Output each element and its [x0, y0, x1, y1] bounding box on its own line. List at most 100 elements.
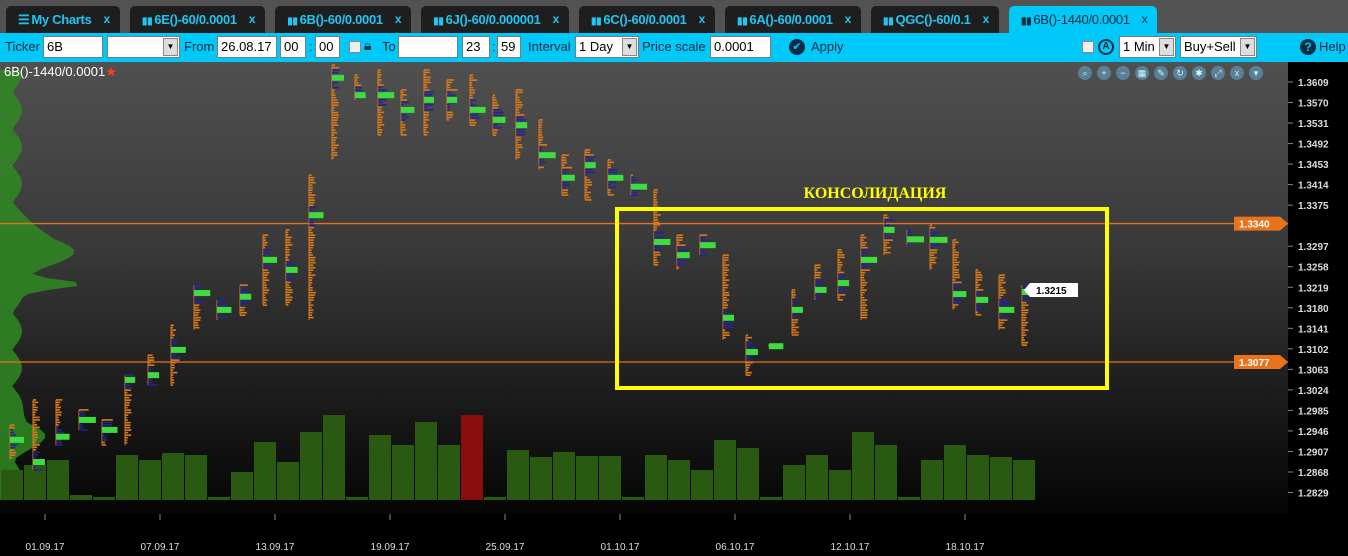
- price-label: 1.2829: [1298, 489, 1329, 500]
- chevron-down-icon: ▼: [1240, 38, 1255, 56]
- daily-profile: [906, 229, 925, 246]
- ticker-select[interactable]: ▼: [107, 36, 180, 58]
- price-label: 1.3570: [1298, 99, 1329, 110]
- volume-bar: [576, 456, 598, 500]
- interval-label: Interval: [528, 39, 571, 54]
- daily-profile: [9, 424, 24, 460]
- zoom-out-icon[interactable]: −: [1116, 66, 1130, 80]
- volume-bar: [47, 460, 69, 500]
- from-date-input[interactable]: 26.08.17: [217, 36, 277, 58]
- level-price-label: 1.3077: [1239, 358, 1270, 369]
- poc-bar: [355, 92, 366, 99]
- poc-bar: [562, 174, 575, 181]
- settings-icon[interactable]: ✱: [1192, 66, 1206, 80]
- volume-bar: [415, 422, 437, 500]
- close-icon[interactable]: x: [1230, 66, 1244, 80]
- chart-title-text: 6B()-1440/0.0001: [4, 64, 106, 79]
- poc-bar: [332, 74, 344, 81]
- daily-profile: [952, 239, 967, 310]
- tab-6j-60-0-000001[interactable]: ▮▮ 6J()-60/0.000001 x: [421, 6, 569, 33]
- to-minute-input[interactable]: 59: [497, 36, 521, 58]
- volume-bar: [760, 497, 782, 500]
- zoom-reset-icon[interactable]: ⌕: [1078, 66, 1092, 80]
- grid-icon[interactable]: ▦: [1135, 66, 1149, 80]
- price-scale-input[interactable]: 0.0001: [710, 36, 771, 58]
- volume-bar: [875, 445, 897, 500]
- interval-select[interactable]: 1 Day ▼: [575, 36, 639, 58]
- daily-profile: [584, 149, 596, 201]
- daily-profile: [400, 89, 415, 136]
- bar-chart-icon: ▮▮: [433, 16, 444, 27]
- volume-bar: [438, 445, 460, 500]
- volume-bar: [714, 440, 736, 500]
- poc-bar: [723, 314, 734, 321]
- toolbar: Ticker 6B ▼ From 26.08.17 00 : 00 🔒︎ To …: [0, 33, 1348, 62]
- tab-6c-60-0-0001[interactable]: ▮▮ 6C()-60/0.0001 x: [578, 6, 715, 33]
- date-axis[interactable]: [0, 514, 1288, 556]
- close-tab-icon[interactable]: x: [394, 12, 402, 26]
- expand-icon[interactable]: ⤢: [1211, 66, 1225, 80]
- auto-checkbox[interactable]: [1082, 41, 1094, 53]
- daily-profile: [653, 189, 671, 266]
- to-hour-input[interactable]: 23: [462, 36, 490, 58]
- tab-label: QGC()-60/0.1: [895, 12, 971, 27]
- volume-bar: [484, 497, 506, 500]
- price-label: 1.3531: [1298, 119, 1329, 130]
- date-label: 25.09.17: [486, 542, 525, 553]
- pencil-icon[interactable]: ✎: [1154, 66, 1168, 80]
- dropdown-icon[interactable]: ▾: [1249, 66, 1263, 80]
- from-minute-input[interactable]: 00: [315, 36, 340, 58]
- poc-bar: [309, 212, 324, 219]
- help-button[interactable]: ? Help: [1300, 39, 1346, 55]
- price-scale-label: Price scale: [642, 39, 706, 54]
- close-tab-icon[interactable]: x: [1141, 12, 1148, 26]
- lock-checkbox[interactable]: [349, 41, 361, 53]
- to-date-input[interactable]: [398, 36, 458, 58]
- price-axis[interactable]: [1288, 62, 1348, 556]
- tab-6b-60-0-0001[interactable]: ▮▮ 6B()-60/0.0001 x: [275, 6, 412, 33]
- lock-icon: 🔒︎: [364, 37, 372, 53]
- ticker-input[interactable]: 6B: [43, 36, 103, 58]
- tab-my-charts[interactable]: ☰ My Charts x: [6, 6, 120, 33]
- volume-bar: [967, 455, 989, 500]
- volume-bar: [162, 453, 184, 500]
- poc-bar: [447, 96, 458, 103]
- consolidation-label: КОНСОЛИДАЦИЯ: [804, 185, 947, 202]
- apply-button[interactable]: ✔ Apply: [789, 39, 844, 55]
- daily-profile: [860, 234, 878, 320]
- consolidation-box: [615, 207, 1109, 390]
- poc-bar: [125, 376, 136, 383]
- close-tab-icon[interactable]: x: [698, 12, 706, 26]
- auto-icon[interactable]: A: [1098, 39, 1114, 55]
- volume-bar: [691, 470, 713, 500]
- bar-chart-icon: ▮▮: [1020, 16, 1032, 27]
- refresh-icon[interactable]: ↻: [1173, 66, 1187, 80]
- bar-chart-icon: ▮▮: [590, 16, 602, 27]
- zoom-in-icon[interactable]: +: [1097, 66, 1111, 80]
- price-label: 1.3180: [1298, 304, 1329, 315]
- close-tab-icon[interactable]: x: [248, 12, 256, 26]
- timeframe-select[interactable]: 1 Min ▼: [1119, 36, 1176, 58]
- daily-profile: [791, 289, 803, 336]
- close-tab-icon[interactable]: x: [552, 12, 560, 26]
- close-tab-icon[interactable]: x: [103, 12, 111, 26]
- close-tab-icon[interactable]: x: [982, 12, 990, 26]
- tab-6e-60-0-0001[interactable]: ▮▮ 6E()-60/0.0001 x: [129, 6, 266, 33]
- tab-6a-60-0-0001[interactable]: ▮▮ 6A()-60/0.0001 x: [725, 6, 862, 33]
- price-label: 1.3219: [1298, 283, 1329, 294]
- tab-qgc-60-0-1[interactable]: ▮▮ QGC()-60/0.1 x: [871, 6, 999, 33]
- volume-bar: [806, 455, 828, 500]
- volume-bar: [93, 497, 115, 500]
- close-tab-icon[interactable]: x: [844, 12, 852, 26]
- tab-6b-1440-0-0001[interactable]: ▮▮ 6B()-1440/0.0001 x: [1008, 6, 1158, 33]
- from-hour-input[interactable]: 00: [280, 36, 306, 58]
- to-label: To: [382, 39, 396, 54]
- side-select[interactable]: Buy+Sell ▼: [1180, 36, 1257, 58]
- price-label: 1.3141: [1298, 324, 1329, 335]
- star-icon[interactable]: ★: [105, 64, 117, 79]
- bar-chart-icon: ▮▮: [141, 16, 153, 27]
- daily-profile: [446, 79, 458, 121]
- poc-bar: [746, 349, 758, 355]
- poc-bar: [102, 426, 118, 433]
- tab-label: 6B()-60/0.0001: [299, 12, 384, 27]
